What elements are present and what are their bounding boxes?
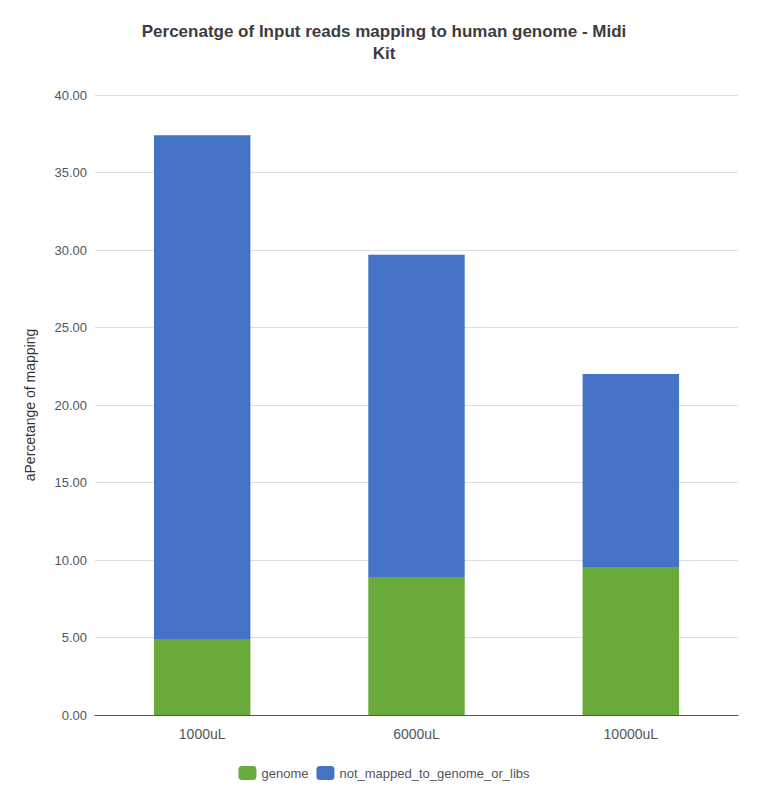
svg-text:40.00: 40.00 [54, 88, 87, 103]
svg-text:not_mapped_to_genome_or_libs: not_mapped_to_genome_or_libs [339, 766, 530, 781]
svg-text:5.00: 5.00 [62, 630, 87, 645]
svg-text:1000uL: 1000uL [179, 726, 226, 742]
svg-text:aPercetange of mapping: aPercetange of mapping [22, 329, 38, 482]
svg-text:Kit: Kit [373, 44, 396, 63]
svg-text:15.00: 15.00 [54, 475, 87, 490]
svg-text:30.00: 30.00 [54, 243, 87, 258]
svg-text:0.00: 0.00 [62, 708, 87, 723]
svg-text:10000uL: 10000uL [604, 726, 659, 742]
svg-text:20.00: 20.00 [54, 398, 87, 413]
svg-text:Percenatge of Input reads mapp: Percenatge of Input reads mapping to hum… [142, 22, 627, 41]
svg-text:6000uL: 6000uL [393, 726, 440, 742]
svg-text:10.00: 10.00 [54, 553, 87, 568]
svg-text:genome: genome [261, 766, 308, 781]
svg-text:25.00: 25.00 [54, 320, 87, 335]
svg-text:35.00: 35.00 [54, 165, 87, 180]
